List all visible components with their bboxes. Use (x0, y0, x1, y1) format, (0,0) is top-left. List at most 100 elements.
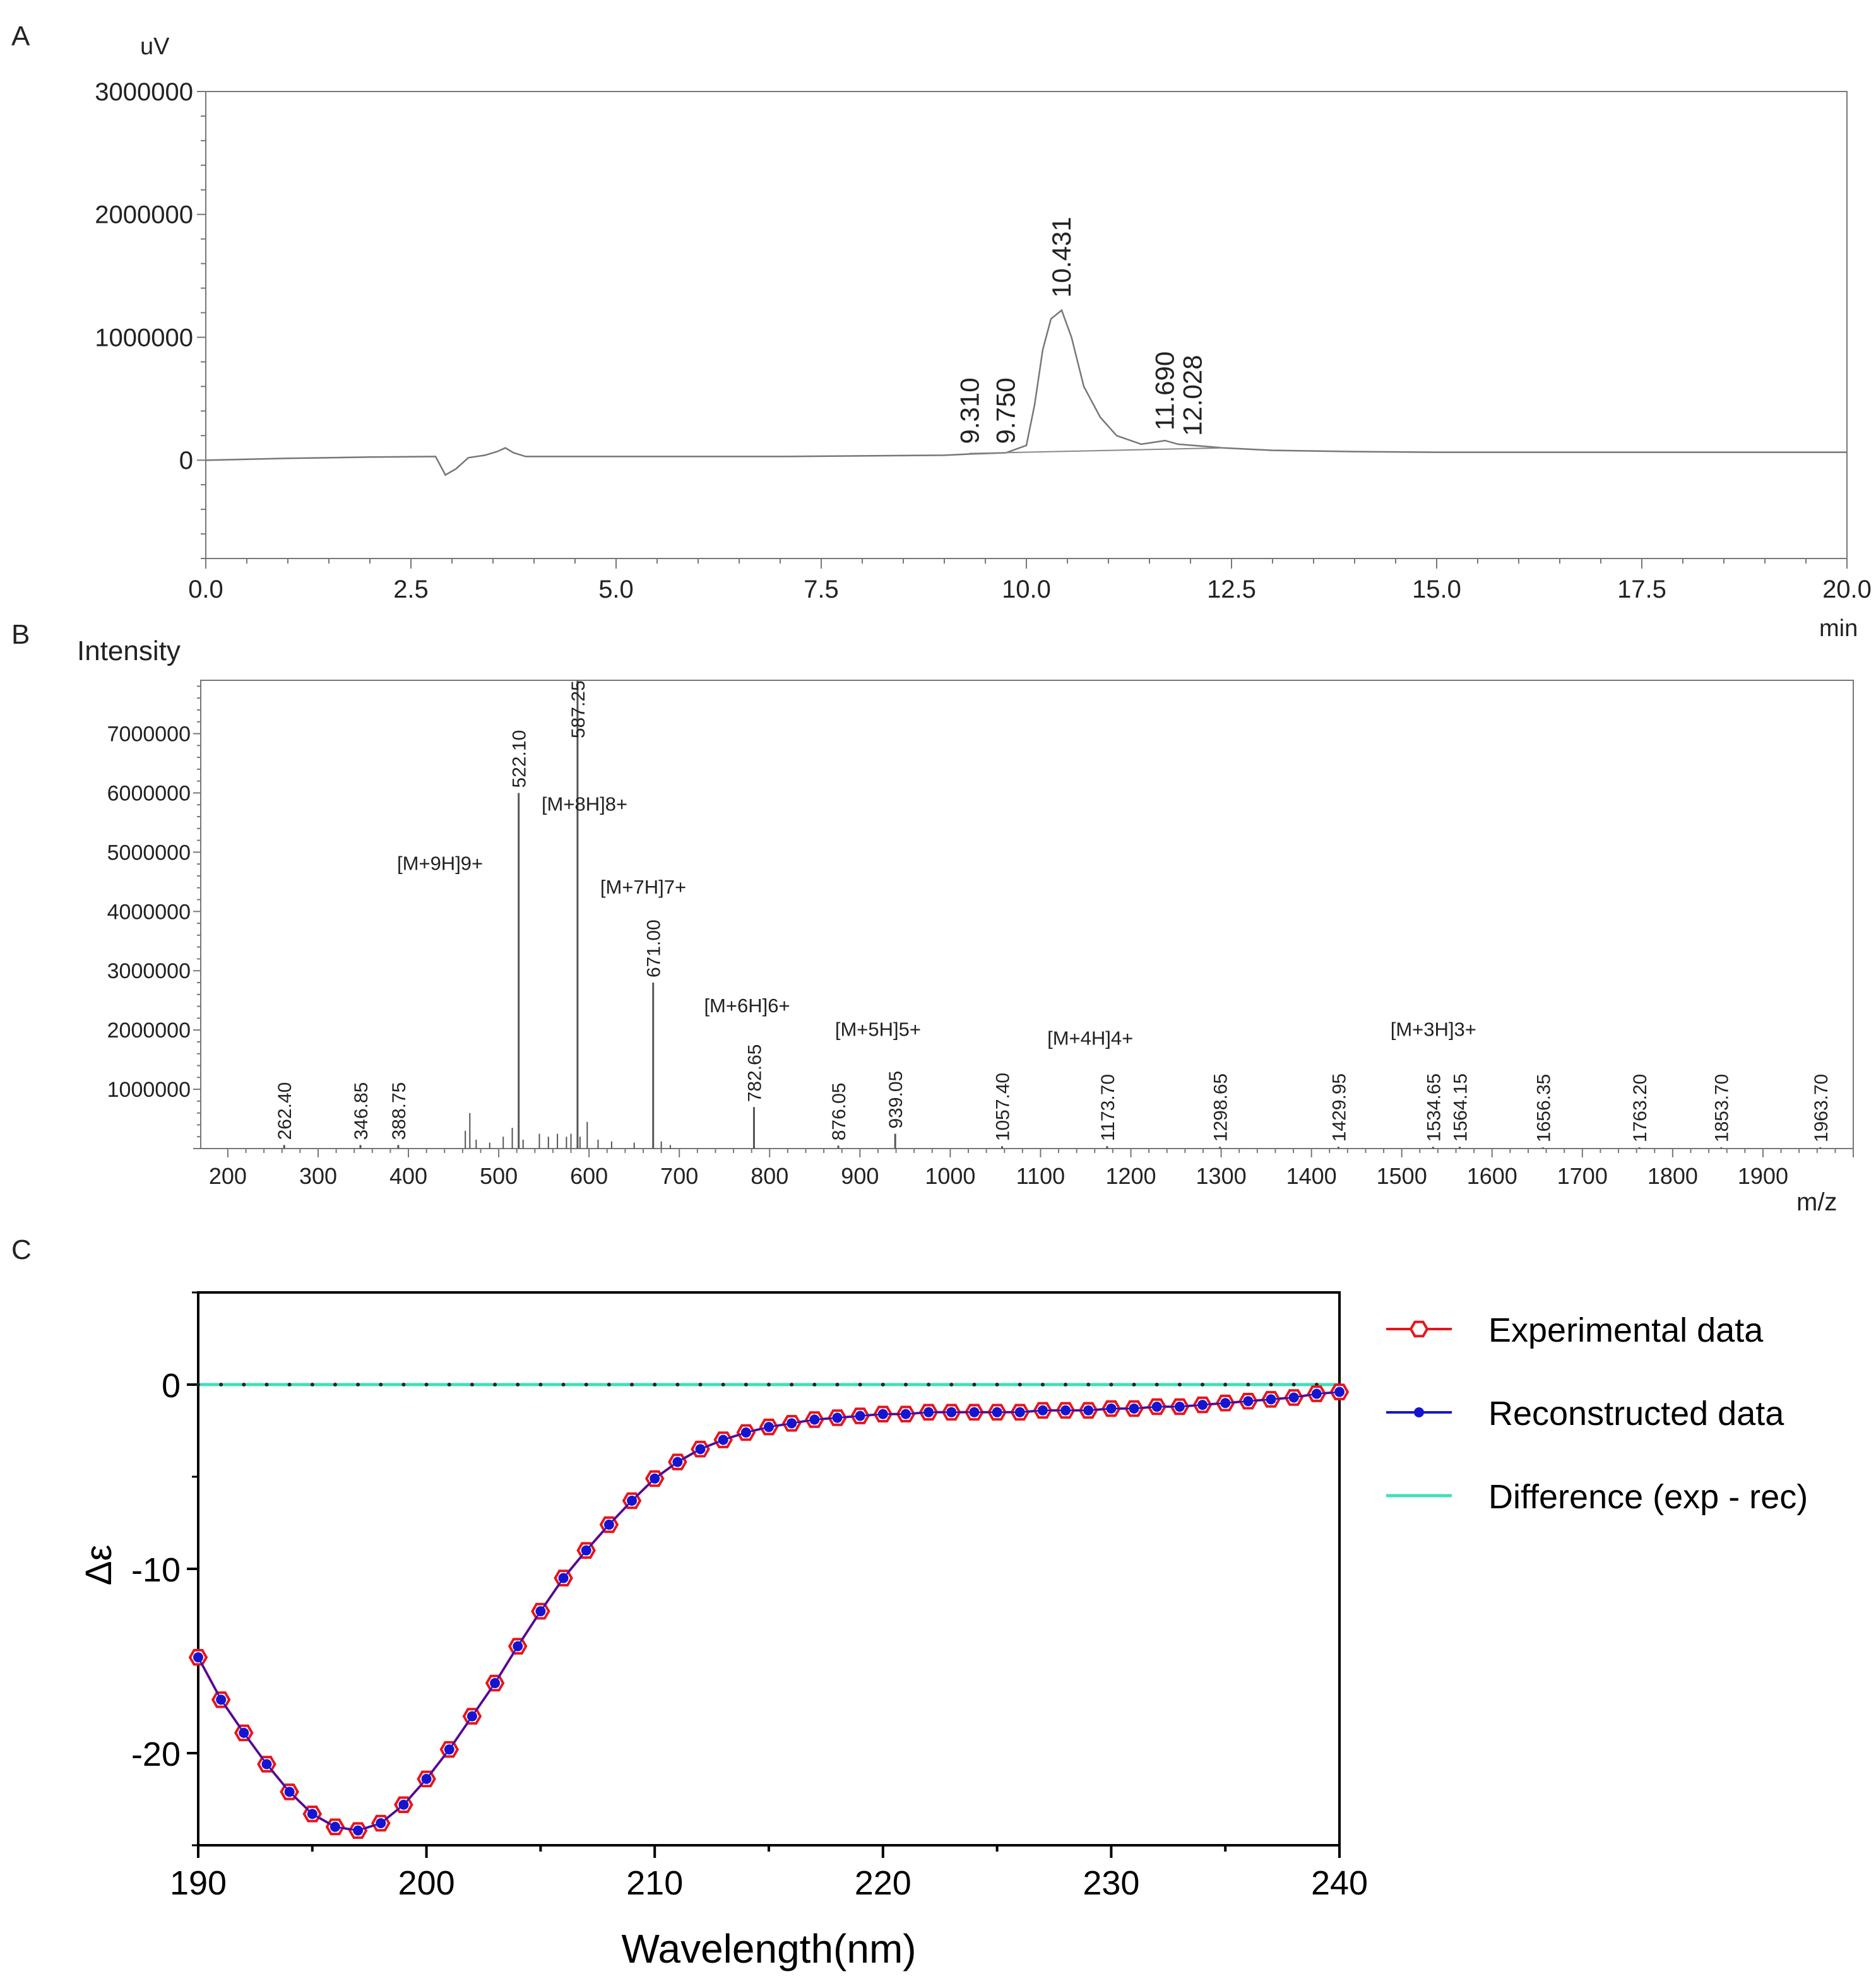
reconstructed-point (1083, 1405, 1094, 1416)
peak-mz-label: 587.25 (568, 680, 589, 738)
difference-point (675, 1383, 680, 1386)
difference-point (767, 1383, 771, 1386)
difference-point (607, 1383, 611, 1386)
difference-point (1201, 1383, 1205, 1386)
reconstructed-point (1311, 1388, 1322, 1399)
reconstructed-point (535, 1606, 546, 1617)
chromatogram-trace (205, 309, 1847, 476)
difference-point (1177, 1383, 1182, 1386)
peak-mz-label: 1173.70 (1098, 1074, 1119, 1141)
reconstructed-point (329, 1821, 340, 1832)
x-tick-label: 500 (480, 1163, 518, 1189)
difference-point (881, 1383, 885, 1386)
x-tick-label: 5.0 (598, 576, 634, 603)
reconstructed-point (1334, 1386, 1345, 1397)
experimental-line (197, 1390, 1340, 1832)
peak-mz-label: 1298.65 (1211, 1073, 1232, 1142)
peak-retention-label: 9.310 (954, 377, 984, 444)
integration-baseline (968, 447, 1224, 454)
legend-experimental-label: Experimental data (1488, 1311, 1764, 1349)
difference-point (721, 1383, 725, 1386)
reconstructed-point (740, 1427, 751, 1438)
legend-difference-label: Difference (exp - rec) (1488, 1478, 1808, 1516)
legend-reconstructed-label: Reconstructed data (1488, 1395, 1784, 1433)
x-tick-label: 1000 (925, 1163, 975, 1189)
x-tick-label: 800 (751, 1163, 788, 1189)
x-tick-label: 240 (1311, 1864, 1368, 1902)
difference-point (493, 1383, 497, 1386)
cd-spectrum-panel: Δε Wavelength(nm) 0 -10 -20 190 200 210 220 23… (78, 1291, 1808, 1971)
x-tick-label: 15.0 (1412, 576, 1461, 603)
peak-retention-label: 10.431 (1047, 216, 1076, 297)
reconstructed-point (923, 1407, 934, 1417)
y-tick-label: 2000000 (107, 1019, 191, 1043)
difference-point (196, 1383, 200, 1386)
reconstructed-point (992, 1407, 1002, 1417)
difference-point (835, 1383, 840, 1386)
reconstructed-point (900, 1409, 911, 1419)
x-tick-label: 900 (841, 1163, 879, 1189)
peak-mz-label: 1057.40 (993, 1073, 1014, 1141)
reconstructed-point (581, 1545, 591, 1556)
reconstructed-point (376, 1818, 386, 1828)
reconstructed-point (650, 1473, 660, 1484)
spectrum-x-label: m/z (1796, 1188, 1837, 1216)
x-tick-label: 220 (855, 1864, 911, 1902)
peak-retention-label: 9.750 (991, 377, 1021, 444)
reconstructed-point (1129, 1403, 1139, 1414)
reconstructed-point (1220, 1398, 1231, 1409)
reconstructed-point (1266, 1394, 1276, 1405)
reconstructed-point (946, 1407, 957, 1417)
reconstructed-point (398, 1799, 409, 1810)
x-tick-label: 1700 (1557, 1163, 1608, 1189)
difference-point (1155, 1383, 1159, 1386)
peak-retention-label: 11.690 (1150, 352, 1180, 430)
difference-point (858, 1383, 862, 1386)
difference-point (790, 1383, 794, 1386)
reconstructed-point (513, 1641, 523, 1652)
peak-mz-label: 388.75 (389, 1082, 410, 1140)
reconstructed-point (1037, 1405, 1048, 1416)
chromatogram-y-unit: uV (140, 33, 170, 60)
reconstructed-point (444, 1744, 454, 1755)
reconstructed-point (1060, 1405, 1071, 1416)
y-tick-label: 1000000 (107, 1078, 191, 1102)
peak-mz-label: 262.40 (275, 1082, 295, 1140)
panel-label-b: B (11, 619, 30, 650)
x-tick-label: 1200 (1105, 1163, 1156, 1189)
difference-point (219, 1383, 223, 1386)
x-tick-label: 1500 (1377, 1163, 1427, 1189)
panel-label-c: C (11, 1234, 32, 1265)
reconstructed-line (197, 1391, 1340, 1831)
reconstructed-point (421, 1773, 432, 1784)
reconstructed-point (787, 1418, 797, 1429)
reconstructed-point (695, 1444, 706, 1455)
x-tick-label: 300 (299, 1163, 337, 1189)
y-tick-label: 0 (162, 1367, 181, 1405)
x-tick-label: 1100 (1016, 1163, 1065, 1189)
difference-point (698, 1383, 703, 1386)
reconstructed-point (1197, 1400, 1208, 1410)
y-tick-label: 2000000 (95, 201, 193, 229)
y-tick-label: 0 (179, 447, 193, 475)
cd-x-label: Wavelength(nm) (621, 1926, 916, 1971)
y-tick-label: -20 (131, 1735, 181, 1773)
difference-point (812, 1383, 817, 1386)
chromatogram-x-unit: min (1819, 615, 1858, 642)
difference-point (995, 1383, 999, 1386)
reconstructed-point (1243, 1396, 1254, 1407)
chromatogram-panel: uV min 3000000 2000000 1000000 0 0.0 2.5 5.0 7… (95, 33, 1872, 642)
x-tick-label: 210 (626, 1864, 683, 1902)
reconstructed-point (558, 1573, 569, 1583)
x-tick-label: 20.0 (1822, 576, 1872, 603)
panel-label-a: A (11, 21, 30, 52)
difference-point (903, 1383, 908, 1386)
reconstructed-point (490, 1678, 501, 1689)
charge-state-label: [M+9H]9+ (397, 853, 483, 875)
chromatogram-frame (205, 91, 1848, 559)
difference-point (561, 1383, 566, 1386)
difference-point (447, 1383, 451, 1386)
reconstructed-point (603, 1519, 614, 1530)
x-tick-label: 0.0 (188, 576, 223, 603)
x-tick-label: 7.5 (804, 576, 839, 603)
